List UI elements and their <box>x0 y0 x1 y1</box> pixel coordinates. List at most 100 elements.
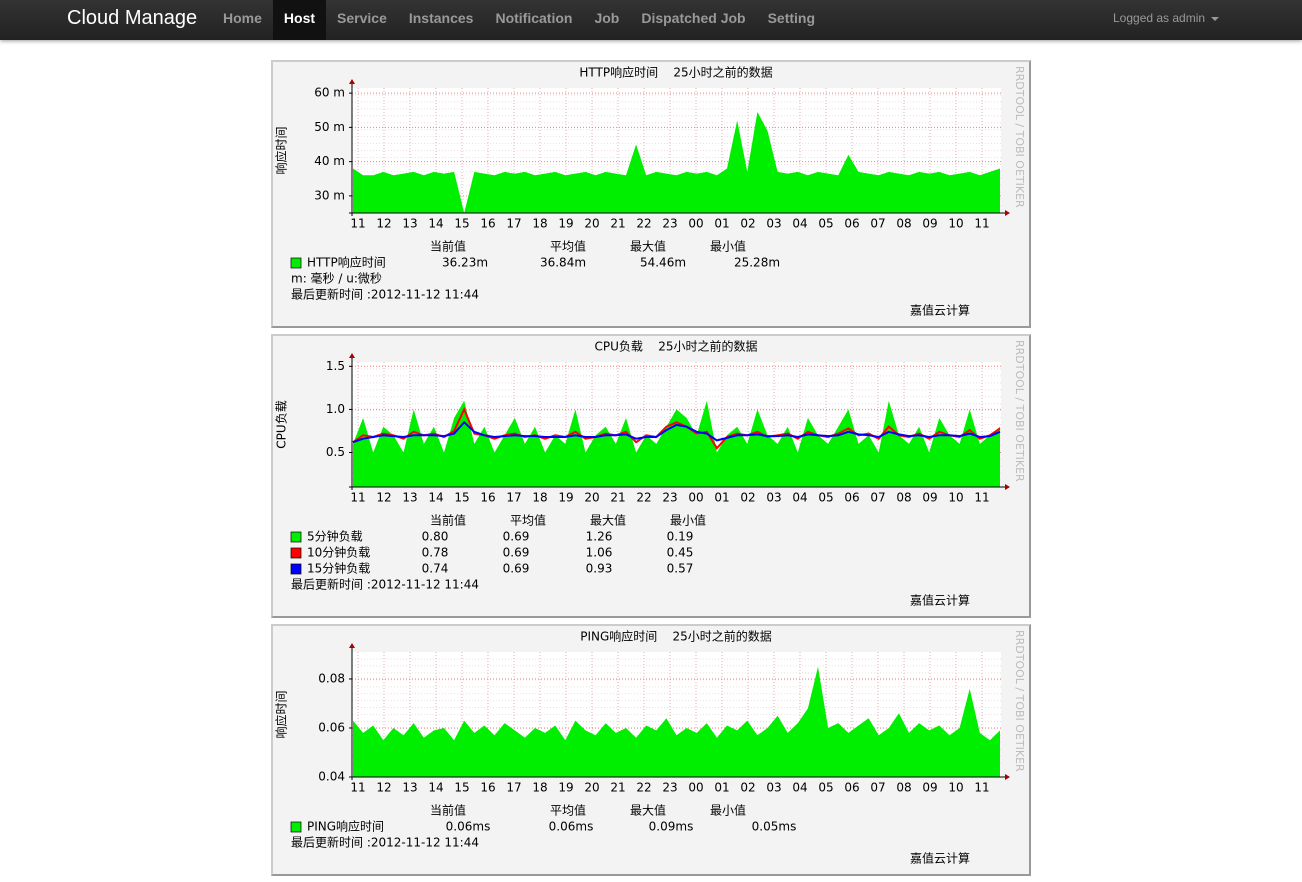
y-axis-label: 响应时间 <box>274 126 289 174</box>
legend-header: 当前值 <box>430 803 466 818</box>
x-tick-label: 11 <box>350 781 365 795</box>
x-tick-label: 17 <box>506 491 521 505</box>
nav-item[interactable]: Notification <box>495 10 573 26</box>
x-tick-label: 07 <box>870 491 885 505</box>
y-tick-label: 60 m <box>314 86 345 100</box>
footer: 嘉值云计算 <box>910 851 970 866</box>
x-tick-label: 21 <box>610 781 625 795</box>
x-tick-label: 16 <box>480 217 495 231</box>
x-tick-label: 12 <box>376 217 391 231</box>
y-axis-label: 响应时间 <box>274 690 289 738</box>
legend-name: 10分钟负载 <box>307 545 370 560</box>
graph-title: CPU负载 25小时之前的数据 <box>595 339 758 354</box>
footer: 嘉值云计算 <box>910 593 970 608</box>
legend-stat: 0.69 <box>503 546 530 560</box>
legend-name: PING响应时间 <box>307 819 384 834</box>
legend-header: 最小值 <box>670 513 706 528</box>
user-menu[interactable]: Logged as admin <box>1113 11 1219 25</box>
x-tick-label: 10 <box>948 491 963 505</box>
nav-item[interactable]: Dispatched Job <box>641 10 746 26</box>
x-tick-label: 03 <box>766 217 781 231</box>
x-tick-label: 20 <box>584 781 599 795</box>
last-updated: 最后更新时间 :2012-11-12 11:44 <box>291 835 479 850</box>
brand[interactable]: Cloud Manage <box>67 7 198 29</box>
legend-header: 最大值 <box>630 239 666 254</box>
x-tick-label: 11 <box>974 217 989 231</box>
x-tick-label: 00 <box>688 491 703 505</box>
legend-stat: 0.19 <box>667 530 694 544</box>
x-tick-label: 10 <box>948 781 963 795</box>
legend-swatch <box>290 821 302 833</box>
arrow <box>349 79 355 84</box>
graph: CPU负载 25小时之前的数据 CPU负载 RRDTOOL / TOBI OETIK… <box>275 339 1027 608</box>
legend-stat: 0.45 <box>667 546 694 560</box>
x-tick-label: 15 <box>454 217 469 231</box>
legend-stat: 0.78 <box>422 546 449 560</box>
x-tick-label: 19 <box>558 491 573 505</box>
legend-name: 5分钟负载 <box>307 529 363 544</box>
x-tick-label: 00 <box>688 781 703 795</box>
nav-item[interactable]: Service <box>337 10 387 26</box>
x-tick-label: 15 <box>454 781 469 795</box>
x-tick-label: 23 <box>662 491 677 505</box>
legend-swatch <box>290 257 302 269</box>
x-tick-label: 04 <box>792 491 807 505</box>
last-updated: 最后更新时间 :2012-11-12 11:44 <box>291 287 479 302</box>
legend-header: 最小值 <box>710 803 746 818</box>
watermark: RRDTOOL / TOBI OETIKER <box>1013 630 1026 772</box>
last-updated: 最后更新时间 :2012-11-12 11:44 <box>291 577 479 592</box>
x-tick-label: 18 <box>532 217 547 231</box>
x-tick-label: 02 <box>740 491 755 505</box>
x-tick-label: 09 <box>922 491 937 505</box>
graph-title: PING响应时间 25小时之前的数据 <box>580 629 772 644</box>
x-tick-label: 10 <box>948 217 963 231</box>
x-tick-label: 05 <box>818 491 833 505</box>
legend-stat: 36.84m <box>540 256 586 270</box>
x-tick-label: 13 <box>402 781 417 795</box>
arrow <box>1005 484 1010 490</box>
nav-item[interactable]: Job <box>594 10 620 26</box>
x-tick-label: 13 <box>402 217 417 231</box>
nav-item[interactable]: Instances <box>408 10 474 26</box>
legend-header: 平均值 <box>510 513 546 528</box>
x-tick-label: 03 <box>766 491 781 505</box>
nav-item[interactable]: Setting <box>767 10 816 26</box>
arrow <box>1005 210 1010 216</box>
x-tick-label: 05 <box>818 217 833 231</box>
x-tick-label: 23 <box>662 781 677 795</box>
legend-stat: 0.74 <box>422 562 449 576</box>
watermark: RRDTOOL / TOBI OETIKER <box>1013 340 1026 482</box>
x-tick-label: 01 <box>714 491 729 505</box>
x-tick-label: 21 <box>610 217 625 231</box>
x-tick-label: 12 <box>376 491 391 505</box>
graph-panel: CPU负载 25小时之前的数据 CPU负载 RRDTOOL / TOBI OETIK… <box>271 334 1031 618</box>
x-tick-label: 14 <box>428 491 443 505</box>
x-tick-label: 02 <box>740 781 755 795</box>
x-tick-label: 22 <box>636 491 651 505</box>
legend-stat: 0.69 <box>503 530 530 544</box>
arrow <box>349 353 355 358</box>
x-tick-label: 11 <box>974 491 989 505</box>
nav-item[interactable]: Home <box>223 10 262 26</box>
nav-item[interactable]: Host <box>272 0 327 40</box>
legend-swatch <box>290 563 302 575</box>
x-tick-label: 11 <box>350 491 365 505</box>
x-tick-label: 06 <box>844 491 859 505</box>
x-tick-label: 03 <box>766 781 781 795</box>
legend-stat: 0.69 <box>503 562 530 576</box>
x-tick-label: 18 <box>532 491 547 505</box>
legend-stat: 0.57 <box>667 562 694 576</box>
note: m: 毫秒 / u:微秒 <box>291 271 382 286</box>
legend-header: 当前值 <box>430 239 466 254</box>
x-tick-label: 17 <box>506 781 521 795</box>
legend-stat: 0.93 <box>586 562 613 576</box>
legend-header: 最大值 <box>630 803 666 818</box>
x-tick-label: 04 <box>792 781 807 795</box>
x-tick-label: 05 <box>818 781 833 795</box>
y-tick-label: 50 m <box>314 120 345 134</box>
x-tick-label: 09 <box>922 781 937 795</box>
arrow <box>349 643 355 648</box>
x-tick-label: 22 <box>636 781 651 795</box>
